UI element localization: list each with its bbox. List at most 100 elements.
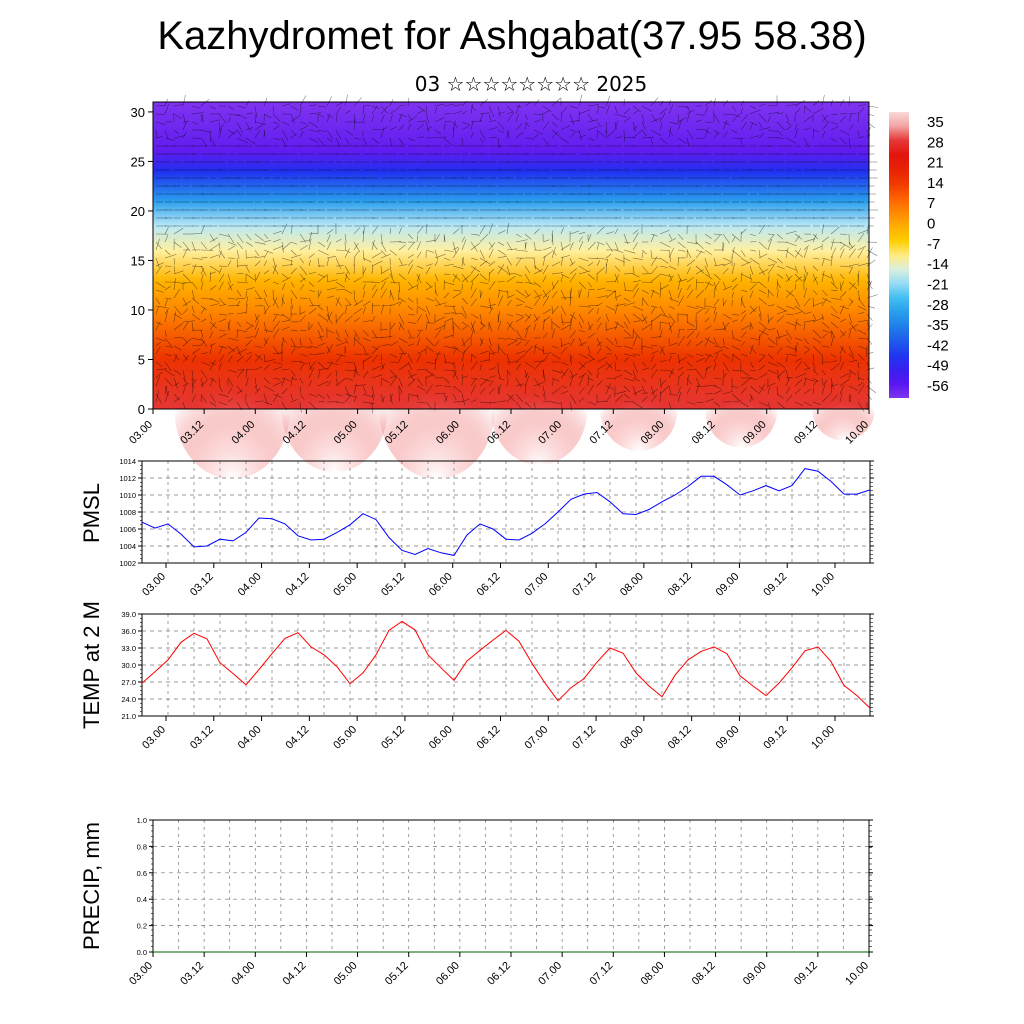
wind-barb	[830, 126, 839, 131]
wind-barb	[245, 273, 255, 281]
wind-barb	[452, 120, 456, 131]
wind-barb	[668, 368, 674, 379]
wind-barb	[524, 345, 533, 355]
series-line	[141, 620, 871, 709]
wind-barb	[452, 121, 458, 129]
wind-barb	[497, 343, 500, 355]
wind-barb	[668, 247, 675, 259]
wind-barb	[668, 104, 674, 115]
wind-barb	[191, 233, 202, 235]
wind-barb	[578, 231, 586, 235]
wind-barb	[848, 330, 851, 339]
wind-barb	[380, 114, 385, 123]
wind-barb	[605, 337, 614, 346]
wind-barb	[758, 401, 769, 407]
wind-barb	[344, 329, 349, 338]
wind-barb	[533, 113, 542, 116]
wind-barb	[839, 115, 847, 123]
wind-barb	[308, 337, 313, 344]
wind-barb	[281, 241, 284, 253]
wind-barb	[533, 99, 540, 107]
wind-barb	[461, 313, 467, 320]
wind-barb	[749, 265, 754, 275]
wind-barb	[794, 128, 798, 139]
wind-barb	[695, 289, 704, 299]
wind-barb	[614, 303, 626, 307]
wind-barb	[758, 385, 765, 391]
wind-barb	[722, 268, 729, 275]
wind-barb	[488, 321, 493, 332]
wind-barb	[371, 105, 378, 115]
wind-barb	[281, 137, 287, 147]
wind-barb	[569, 241, 574, 251]
wind-barb	[803, 311, 812, 315]
wind-barb	[299, 385, 301, 393]
wind-barb	[497, 337, 507, 340]
wind-barb	[668, 99, 671, 107]
wind-barb	[776, 121, 786, 131]
wind-barb	[488, 119, 497, 123]
wind-barb	[839, 248, 845, 259]
wind-barb	[506, 394, 514, 403]
wind-barb	[767, 386, 771, 395]
wind-barb	[353, 337, 363, 347]
wind-barb	[704, 257, 708, 267]
panel-frame	[141, 460, 871, 564]
wind-barb	[614, 241, 619, 251]
wind-barb	[281, 377, 291, 382]
wind-barb	[623, 297, 631, 302]
wind-barb	[524, 233, 532, 240]
wind-barb	[362, 249, 365, 261]
x-tick-label: 09.12	[761, 724, 789, 752]
wind-barb	[254, 121, 267, 125]
wind-barb	[479, 377, 491, 382]
wind-barb	[839, 137, 847, 145]
y-tick-label: 0.2	[137, 922, 147, 931]
wind-barb	[389, 114, 393, 123]
wind-barb	[578, 337, 583, 347]
wind-barb	[164, 361, 172, 372]
wind-barb	[191, 348, 201, 355]
wind-barb	[227, 273, 231, 283]
wind-barb	[740, 107, 743, 115]
wind-barb	[749, 121, 758, 126]
wind-barb	[506, 248, 517, 251]
wind-barb	[173, 369, 182, 375]
wind-barb	[785, 113, 789, 122]
wind-barb	[506, 337, 518, 341]
wind-barb	[587, 113, 594, 122]
wind-barb	[308, 323, 313, 331]
wind-barb	[821, 114, 829, 123]
wind-barb	[677, 328, 685, 331]
wind-barb	[551, 378, 554, 387]
wind-barb	[452, 104, 462, 107]
wind-barb	[533, 401, 536, 410]
wind-barb	[677, 366, 684, 371]
wind-barb	[263, 329, 273, 333]
wind-barb	[866, 113, 875, 116]
wind-barb	[209, 377, 214, 387]
wind-barb	[767, 328, 776, 331]
wind-barb	[695, 332, 700, 339]
wind-barb	[317, 249, 329, 256]
wind-barb	[380, 396, 386, 403]
wind-barb	[398, 337, 408, 344]
wind-barb	[155, 238, 160, 251]
wind-barb	[362, 267, 367, 275]
wind-barb	[776, 310, 788, 315]
wind-barb	[272, 230, 282, 235]
wind-barb	[182, 263, 191, 267]
wind-barb	[866, 352, 874, 355]
wind-barb	[281, 313, 292, 321]
wind-barb	[317, 273, 326, 278]
wind-barb	[551, 121, 559, 128]
wind-barb	[605, 129, 615, 139]
wind-barb	[191, 105, 201, 109]
wind-barb	[614, 361, 617, 370]
wind-barb	[686, 361, 693, 368]
y-tick-label: 1006	[119, 525, 136, 534]
x-tick-label: 06.12	[475, 724, 503, 752]
wind-barb	[524, 372, 529, 379]
wind-barb	[434, 103, 444, 107]
x-tick-label: 04.00	[236, 571, 264, 599]
